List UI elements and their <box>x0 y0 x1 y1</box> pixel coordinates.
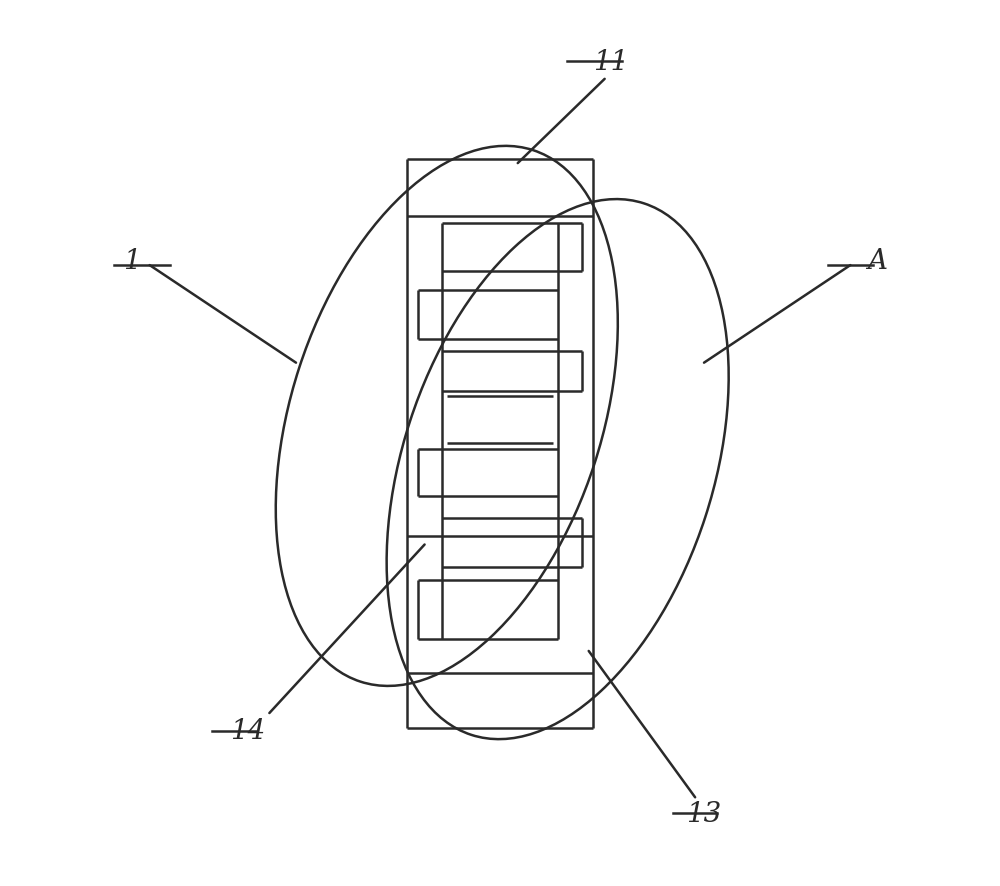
Text: A: A <box>867 248 887 275</box>
Text: 1: 1 <box>123 248 141 275</box>
Text: 11: 11 <box>593 49 629 75</box>
Text: 14: 14 <box>230 718 265 744</box>
Text: 13: 13 <box>686 800 722 827</box>
